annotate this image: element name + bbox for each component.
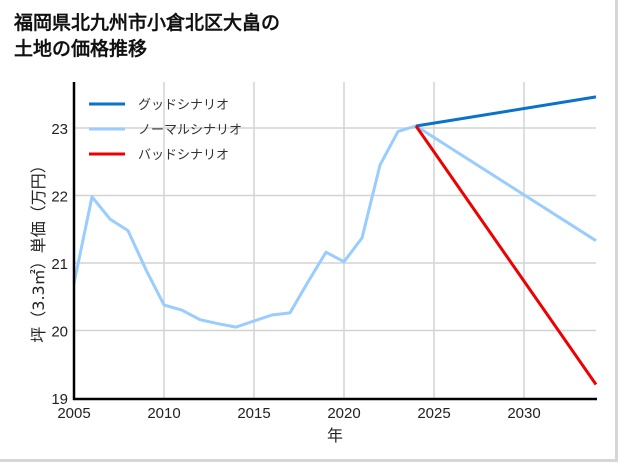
legend-label: ノーマルシナリオ xyxy=(138,123,242,138)
legend-label: グッドシナリオ xyxy=(138,98,229,113)
axes xyxy=(72,82,597,401)
series-line xyxy=(72,124,597,329)
x-tick-labels: 2005 2010 2015 2020 2025 2030 xyxy=(57,405,540,422)
series-line xyxy=(414,125,598,386)
y-tick-label: 22 xyxy=(51,189,68,206)
grid-lines xyxy=(74,82,596,398)
y-tick-label: 23 xyxy=(51,121,68,138)
y-tick-labels: 19 20 21 22 23 xyxy=(51,121,68,408)
x-tick-label: 2030 xyxy=(507,405,540,422)
series-lines xyxy=(72,95,598,386)
x-tick-label: 2005 xyxy=(57,405,90,422)
legend-label: バッドシナリオ xyxy=(138,148,229,163)
x-tick-label: 2020 xyxy=(327,405,360,422)
chart-title: 福岡県北九州市小倉北区大畠の 土地の価格推移 xyxy=(14,10,280,62)
series-line xyxy=(415,95,597,128)
y-tick-label: 21 xyxy=(51,256,68,273)
y-axis-label: 坪（3.3㎡）単価（万円） xyxy=(29,157,48,342)
x-tick-label: 2010 xyxy=(147,405,180,422)
x-tick-label: 2025 xyxy=(417,405,450,422)
x-tick-label: 2015 xyxy=(237,405,270,422)
y-tick-label: 20 xyxy=(51,324,68,341)
y-tick-label: 19 xyxy=(51,391,68,408)
chart-title-line-2: 土地の価格推移 xyxy=(14,38,148,60)
chart-title-line-1: 福岡県北九州市小倉北区大畠の xyxy=(14,12,281,34)
x-axis-label: 年 xyxy=(327,426,343,445)
